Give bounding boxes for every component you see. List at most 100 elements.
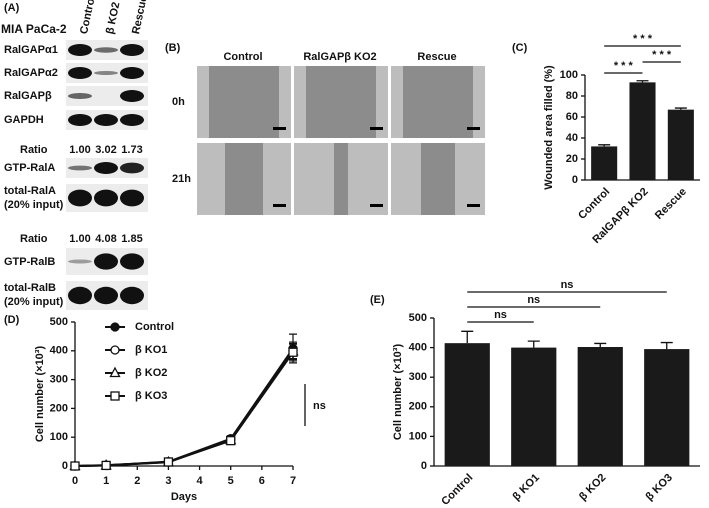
cell-line: MIA PaCa-2 <box>1 22 67 36</box>
y-tick-label: 500 <box>50 316 68 328</box>
legend-label: Control <box>135 321 174 333</box>
ratio: 1.00 <box>69 233 90 245</box>
cell-front <box>294 143 334 215</box>
row-label: 21h <box>172 173 191 185</box>
scale-bar <box>467 204 480 207</box>
ratio: 4.08 <box>95 233 116 245</box>
marker <box>101 460 111 471</box>
bar <box>591 146 618 180</box>
bar <box>444 343 490 466</box>
blot-label: GAPDH <box>4 114 44 126</box>
cell-front <box>263 143 291 215</box>
panel-b: (B) Control RalGAPβ KO2 Rescue 0h 21h <box>165 42 485 215</box>
x-tick-label: 4 <box>197 475 204 487</box>
error-bar <box>594 342 607 348</box>
error-bar <box>461 330 474 344</box>
y-tick-label: 40 <box>566 132 578 144</box>
y-axis-title: Cell number (×10³) <box>392 344 404 441</box>
scale-bar <box>370 127 383 130</box>
legend-marker <box>110 322 120 332</box>
series-line <box>74 350 294 467</box>
column-label: Rescue <box>417 51 456 63</box>
x-tick-label: 1 <box>103 475 109 487</box>
x-tick-label: Rescue <box>653 186 689 222</box>
cell-front <box>455 143 485 215</box>
x-tick-label: β KO1 <box>511 472 542 503</box>
y-tick-label: 100 <box>560 69 578 81</box>
panel-label: (A) <box>4 2 20 14</box>
blot-band <box>68 259 92 264</box>
y-tick-label: 100 <box>50 431 68 443</box>
significance-label: ns <box>527 294 540 306</box>
error-bar <box>527 340 540 348</box>
y-axis-title: Cell number (×10³) <box>34 346 46 443</box>
cell-front <box>391 66 403 138</box>
panel-label: (B) <box>165 42 181 54</box>
row-label: 0h <box>172 96 185 108</box>
blot-band <box>120 286 144 305</box>
y-tick-label: 60 <box>566 111 578 123</box>
blot-band <box>94 162 118 174</box>
blot-band <box>94 286 118 305</box>
panel-label: (D) <box>4 314 20 326</box>
y-tick-label: 20 <box>566 153 578 165</box>
y-tick-label: 500 <box>409 312 427 324</box>
x-tick-label: 5 <box>228 475 234 487</box>
x-tick-label: Control <box>439 472 475 508</box>
blot-label: RalGAPα2 <box>4 67 58 79</box>
x-tick-label: β KO3 <box>644 472 675 503</box>
bar <box>511 347 557 466</box>
blot-band <box>120 189 144 207</box>
ratio: 3.02 <box>95 144 116 156</box>
error-bar <box>598 144 611 147</box>
blot-label: RalGAPα1 <box>4 44 58 56</box>
y-tick-label: 200 <box>50 402 68 414</box>
bar <box>644 349 690 466</box>
series-line <box>74 351 294 467</box>
marker <box>163 457 174 467</box>
cell-front <box>348 143 388 215</box>
cell-front <box>279 66 291 138</box>
significance-label: ns <box>494 309 507 321</box>
significance-label: * * * <box>614 60 634 72</box>
blot-label: total-RalA <box>4 185 56 197</box>
blot-band <box>68 93 92 99</box>
blot-label: total-RalB <box>4 282 56 294</box>
micrograph <box>391 66 485 138</box>
blot-band <box>68 189 92 207</box>
scale-bar <box>370 204 383 207</box>
blot-band <box>94 47 118 53</box>
bar <box>577 347 623 466</box>
blot-band <box>94 189 118 207</box>
lane-label: Control <box>78 0 98 35</box>
marker <box>70 461 80 471</box>
blot-band <box>68 67 92 79</box>
y-tick-label: 0 <box>572 174 578 186</box>
bar <box>629 82 656 180</box>
x-tick-label: 7 <box>290 475 296 487</box>
x-tick-label: 2 <box>134 475 140 487</box>
y-tick-label: 400 <box>409 342 427 354</box>
panel-label: (E) <box>370 294 385 306</box>
error-bar <box>674 107 687 110</box>
x-axis-title: Days <box>171 491 197 503</box>
x-tick-label: β KO2 <box>577 472 608 503</box>
blot-band <box>94 71 118 75</box>
error-bar <box>660 341 673 350</box>
scale-bar <box>273 204 286 207</box>
y-tick-label: 300 <box>409 371 427 383</box>
scale-bar <box>467 127 480 130</box>
x-tick-label: 6 <box>259 475 265 487</box>
y-axis-title: Wounded area filled (%) <box>543 65 555 190</box>
micrograph <box>294 66 388 138</box>
error-bar <box>636 80 649 83</box>
blot-band <box>94 114 118 126</box>
x-tick-label: Control <box>576 186 612 222</box>
blot-band <box>68 286 92 305</box>
blot-band <box>120 67 144 79</box>
series-line <box>74 347 294 467</box>
blot-label: (20% input) <box>4 296 64 308</box>
legend-label: β KO2 <box>135 367 167 379</box>
legend-marker <box>110 345 120 355</box>
